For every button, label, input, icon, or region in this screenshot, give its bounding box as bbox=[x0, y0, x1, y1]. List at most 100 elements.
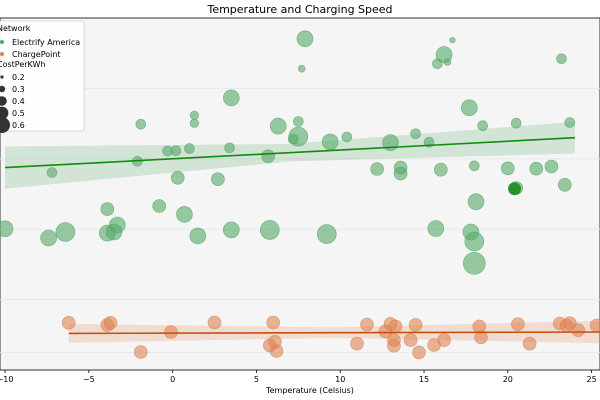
point-series-0-50 bbox=[477, 120, 489, 131]
point-series-1-16 bbox=[388, 319, 403, 334]
point-series-0-9 bbox=[135, 119, 147, 130]
point-series-1-24 bbox=[511, 317, 525, 332]
point-series-0-21 bbox=[223, 89, 240, 107]
point-series-0-37 bbox=[393, 166, 408, 181]
point-series-0-0 bbox=[0, 220, 14, 238]
point-series-0-33 bbox=[341, 131, 353, 143]
point-series-0-31 bbox=[316, 224, 337, 244]
point-series-0-15 bbox=[184, 143, 195, 154]
point-series-1-7 bbox=[266, 315, 281, 330]
point-series-0-19 bbox=[211, 172, 225, 186]
x-tick-label: 20 bbox=[503, 375, 513, 384]
point-series-0-38 bbox=[410, 128, 421, 140]
point-highlight-0 bbox=[508, 182, 521, 196]
point-series-0-28 bbox=[288, 126, 309, 147]
point-series-0-2 bbox=[46, 167, 58, 178]
x-tick-label: −10 bbox=[0, 375, 13, 384]
point-series-0-13 bbox=[170, 171, 185, 185]
legend-box bbox=[0, 20, 85, 132]
point-series-1-11 bbox=[360, 317, 374, 332]
legend-size-marker-4 bbox=[0, 117, 10, 133]
point-series-0-34 bbox=[370, 162, 384, 176]
point-series-0-51 bbox=[464, 231, 485, 252]
x-axis-label: Temperature (Celsius) bbox=[265, 386, 354, 395]
legend-size-label-2: 0.4 bbox=[12, 97, 25, 106]
legend-size-marker-3 bbox=[0, 106, 9, 120]
legend-size-label-0: 0.2 bbox=[12, 73, 25, 82]
point-series-0-7 bbox=[109, 216, 126, 234]
point-series-1-3 bbox=[134, 345, 148, 359]
point-series-0-20 bbox=[224, 142, 235, 154]
point-series-0-14 bbox=[176, 206, 193, 223]
x-tick-label: 25 bbox=[587, 375, 597, 384]
legend-size-marker-0 bbox=[0, 75, 4, 79]
point-series-0-29 bbox=[297, 64, 306, 73]
legend-marker-electrify-america bbox=[0, 40, 4, 44]
trend-line-0 bbox=[4, 136, 575, 169]
point-series-0-17 bbox=[189, 118, 199, 128]
legend-size-title: CostPerKWh bbox=[0, 60, 45, 69]
x-tick-label: 5 bbox=[254, 375, 259, 384]
point-series-0-56 bbox=[529, 161, 544, 176]
legend-size-entries: 0.2 0.3 0.4 0.5 0.6 bbox=[0, 73, 25, 133]
point-series-0-52 bbox=[462, 251, 486, 275]
point-series-0-45 bbox=[449, 37, 456, 44]
point-series-0-25 bbox=[269, 117, 287, 135]
point-series-0-40 bbox=[427, 220, 445, 237]
point-series-0-16 bbox=[189, 110, 199, 120]
point-series-1-30 bbox=[589, 318, 600, 333]
plot-area bbox=[0, 17, 600, 371]
point-series-1-21 bbox=[437, 333, 451, 347]
data-points bbox=[0, 30, 600, 360]
point-series-0-4 bbox=[100, 202, 115, 216]
point-series-1-29 bbox=[571, 323, 586, 338]
point-series-1-17 bbox=[403, 333, 418, 347]
chart-title: Temperature and Charging Speed bbox=[206, 3, 392, 16]
point-series-0-27 bbox=[292, 116, 304, 127]
point-series-1-25 bbox=[522, 336, 537, 351]
point-series-0-57 bbox=[544, 159, 559, 174]
legend-size-label-1: 0.3 bbox=[12, 85, 25, 94]
x-tick-label: 10 bbox=[335, 375, 345, 384]
point-series-0-46 bbox=[460, 99, 478, 117]
x-tick-label: 15 bbox=[419, 375, 429, 384]
legend-size-label-3: 0.5 bbox=[12, 109, 25, 118]
legend: Network Electrify America ChargePoint Co… bbox=[0, 20, 85, 133]
legend-size-marker-1 bbox=[0, 85, 6, 93]
legend-network-title: Network bbox=[0, 24, 31, 33]
legend-label-electrify-america: Electrify America bbox=[12, 38, 80, 47]
point-series-0-60 bbox=[564, 117, 576, 128]
point-series-0-48 bbox=[468, 160, 480, 172]
point-series-1-9 bbox=[269, 344, 284, 358]
trend-line-1 bbox=[68, 331, 600, 335]
point-series-0-3 bbox=[55, 222, 76, 242]
point-series-1-0 bbox=[61, 315, 76, 330]
point-series-1-19 bbox=[412, 345, 426, 360]
point-series-0-24 bbox=[259, 220, 280, 240]
point-series-0-53 bbox=[500, 161, 515, 176]
point-series-0-32 bbox=[321, 133, 339, 151]
point-series-1-10 bbox=[350, 336, 364, 351]
point-series-0-49 bbox=[467, 193, 485, 210]
point-series-0-1 bbox=[40, 229, 57, 247]
trend-lines bbox=[4, 136, 600, 335]
point-series-0-58 bbox=[556, 53, 567, 65]
point-series-1-5 bbox=[207, 315, 222, 330]
x-tick-label: −5 bbox=[83, 375, 95, 384]
point-series-1-23 bbox=[474, 330, 488, 345]
point-series-1-4 bbox=[164, 325, 178, 339]
point-series-0-44 bbox=[443, 58, 452, 66]
point-series-0-42 bbox=[433, 162, 448, 177]
point-series-0-18 bbox=[189, 227, 207, 245]
legend-size-marker-2 bbox=[0, 96, 7, 106]
point-series-0-30 bbox=[296, 30, 314, 48]
point-series-1-2 bbox=[103, 315, 118, 330]
point-series-0-55 bbox=[510, 117, 522, 129]
point-series-0-22 bbox=[223, 221, 240, 239]
point-series-0-12 bbox=[170, 145, 182, 156]
point-series-0-23 bbox=[261, 149, 276, 164]
point-series-0-59 bbox=[557, 178, 572, 192]
x-axis-ticks: −10 −5 0 5 10 15 20 25 bbox=[0, 370, 597, 384]
legend-label-chargepoint: ChargePoint bbox=[12, 50, 61, 59]
